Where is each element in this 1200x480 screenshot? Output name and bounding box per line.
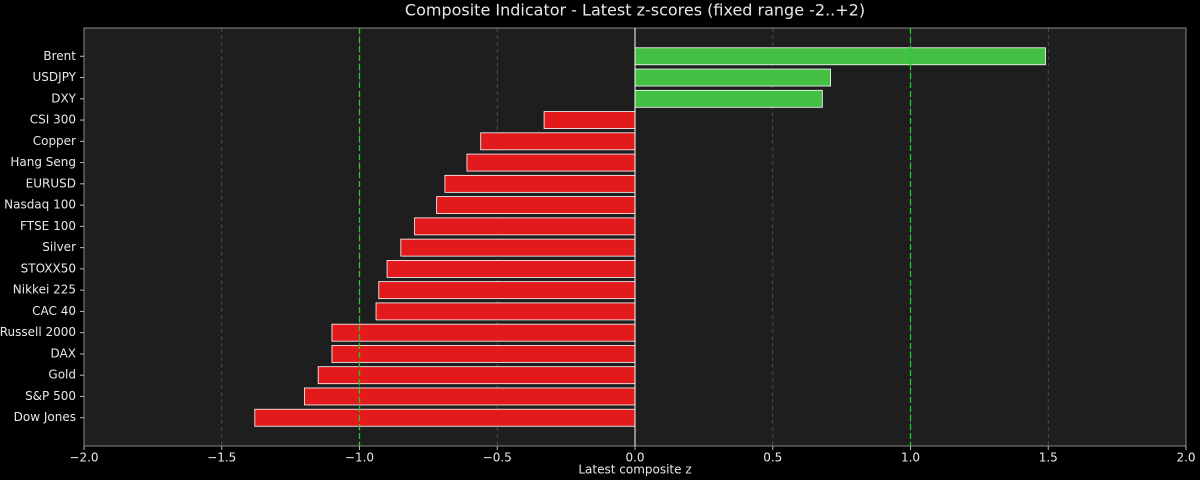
bar	[317, 366, 636, 385]
bar	[634, 68, 832, 87]
y-tick-label: Copper	[33, 134, 76, 148]
bar	[634, 47, 1046, 66]
y-tick-label: CAC 40	[32, 304, 76, 318]
bar	[634, 89, 823, 108]
bar	[466, 153, 636, 172]
y-tick-label: Silver	[42, 240, 76, 254]
bar	[414, 217, 636, 236]
x-tick-label: −1.5	[207, 451, 236, 465]
x-tick-label: 0.0	[625, 451, 644, 465]
y-tick-label: DXY	[51, 91, 76, 105]
bar	[436, 196, 636, 215]
bar	[386, 259, 636, 278]
x-tick-label: 1.5	[1039, 451, 1058, 465]
bar	[378, 281, 636, 300]
x-tick-label: 0.5	[763, 451, 782, 465]
x-axis-label: Latest composite z	[578, 463, 691, 477]
y-tick-label: Brent	[43, 49, 76, 63]
y-tick-label: Hang Seng	[10, 155, 76, 169]
y-tick-label: Russell 2000	[0, 325, 76, 339]
bar	[254, 408, 636, 427]
y-tick-label: Nikkei 225	[13, 283, 76, 297]
y-tick-label: S&P 500	[25, 389, 76, 403]
bar	[375, 302, 636, 321]
bar	[444, 174, 636, 193]
bar	[303, 387, 636, 406]
y-tick-label: DAX	[51, 346, 76, 360]
y-tick-label: EURUSD	[26, 176, 76, 190]
chart-title: Composite Indicator - Latest z-scores (f…	[405, 1, 865, 20]
y-tick-label: Dow Jones	[14, 410, 76, 424]
x-tick-label: −2.0	[69, 451, 98, 465]
bar	[331, 323, 636, 342]
x-tick-label: 1.0	[901, 451, 920, 465]
y-tick-label: STOXX50	[21, 261, 76, 275]
x-tick-label: −1.0	[345, 451, 374, 465]
x-tick-label: −0.5	[483, 451, 512, 465]
bar	[543, 111, 636, 129]
y-tick-label: CSI 300	[30, 113, 76, 127]
bar	[331, 345, 636, 363]
x-tick-label: 2.0	[1176, 451, 1195, 465]
y-tick-label: USDJPY	[33, 70, 77, 84]
y-tick-label: Nasdaq 100	[4, 198, 76, 212]
y-tick-label: Gold	[48, 368, 76, 382]
y-tick-label: FTSE 100	[20, 219, 76, 233]
bar	[480, 132, 636, 151]
bar	[400, 238, 636, 257]
